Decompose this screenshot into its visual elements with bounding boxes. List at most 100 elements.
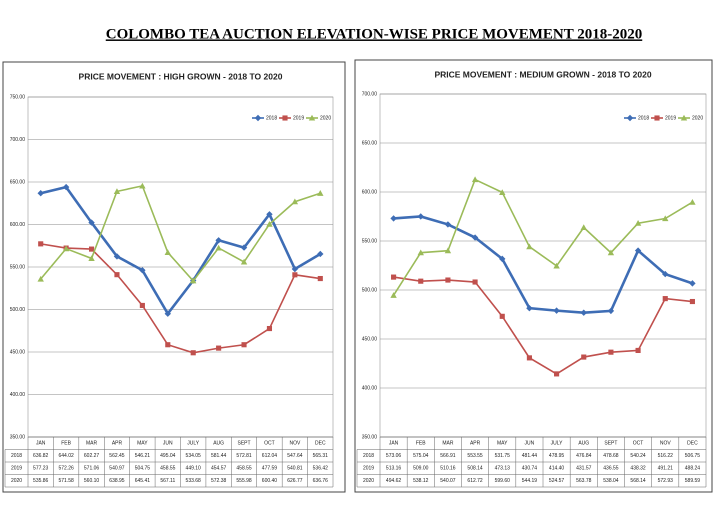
table-cell: 566.91 (440, 453, 456, 459)
table-cell: 414.40 (549, 466, 565, 472)
table-cell: 540.97 (109, 466, 125, 472)
data-point (88, 246, 95, 252)
data-point (291, 198, 299, 205)
x-tick-label: OCT (633, 441, 644, 447)
table-cell: 488.24 (685, 466, 701, 472)
x-tick-label: DEC (315, 441, 326, 447)
y-tick-label: 400.00 (10, 392, 26, 398)
table-cell: 563.78 (576, 478, 592, 484)
table-cell: 535.86 (33, 478, 49, 484)
data-point (113, 253, 121, 260)
data-point (499, 313, 505, 319)
data-point (417, 213, 424, 220)
data-point (190, 277, 197, 284)
table-cell: 481.44 (522, 453, 538, 459)
table-cell: 577.23 (33, 466, 49, 472)
x-tick-label: OCT (264, 441, 275, 447)
table-cell: 645.41 (135, 478, 151, 484)
table-cell: 572.38 (211, 478, 227, 484)
data-point (417, 249, 424, 256)
series-line (40, 184, 321, 283)
legend-marker (308, 114, 316, 121)
table-cell: 599.60 (495, 478, 511, 484)
data-point (37, 190, 44, 197)
table-cell: 477.59 (262, 466, 278, 472)
x-tick-label: MAR (86, 441, 98, 447)
page-title: COLOMBO TEA AUCTION ELEVATION-WISE PRICE… (106, 26, 642, 42)
data-point (215, 244, 222, 251)
y-tick-label: 700.00 (10, 137, 26, 143)
data-point (240, 244, 248, 251)
table-cell: 589.59 (685, 478, 701, 484)
data-point (88, 219, 95, 226)
data-point (62, 245, 70, 252)
data-point (292, 272, 298, 278)
table-cell: 436.55 (603, 466, 619, 472)
table-series-label: 2018 (363, 453, 374, 459)
x-tick-label: APR (112, 441, 123, 447)
table-cell: 544.19 (522, 478, 538, 484)
data-point (164, 310, 171, 317)
table-cell: 612.04 (262, 453, 278, 459)
series-line (40, 243, 321, 354)
table-cell: 540.07 (440, 478, 456, 484)
table-cell: 449.10 (186, 466, 202, 472)
y-tick-label: 400.00 (362, 385, 378, 391)
data-point (554, 371, 560, 377)
data-point (635, 347, 641, 354)
x-tick-label: JUN (163, 441, 173, 447)
y-tick-label: 550.00 (10, 264, 26, 270)
x-tick-label: AUG (213, 441, 224, 447)
table-cell: 602.27 (84, 453, 100, 459)
chart-title: PRICE MOVEMENT : MEDIUM GROWN - 2018 TO … (434, 69, 651, 79)
data-point (689, 280, 696, 287)
table-cell: 533.68 (186, 478, 202, 484)
table-cell: 573.06 (386, 453, 402, 459)
data-point (472, 279, 478, 285)
data-point (165, 342, 171, 348)
table-cell: 506.75 (685, 453, 701, 459)
legend-label: 2019 (293, 115, 304, 121)
table-cell: 516.22 (658, 453, 674, 459)
data-point (607, 249, 615, 256)
table-cell: 626.77 (287, 478, 303, 484)
x-tick-label: SEPT (238, 441, 251, 447)
data-point (634, 247, 642, 254)
table-cell: 568.14 (630, 478, 646, 484)
data-point (139, 182, 146, 189)
data-point (139, 302, 145, 309)
table-series-label: 2019 (363, 466, 374, 472)
x-tick-label: MAY (497, 441, 508, 447)
data-point (37, 275, 44, 282)
x-tick-label: NOV (660, 441, 672, 447)
x-tick-label: MAR (442, 441, 454, 447)
table-cell: 555.98 (236, 478, 252, 484)
x-tick-label: MAY (137, 441, 148, 447)
table-cell: 572.81 (236, 453, 252, 459)
table-cell: 531.75 (495, 453, 511, 459)
table-cell: 454.57 (211, 466, 227, 472)
data-point (580, 224, 587, 231)
x-tick-label: APR (470, 441, 481, 447)
legend-label: 2020 (320, 115, 331, 121)
data-point (499, 189, 506, 195)
data-point (607, 307, 615, 315)
data-point (580, 309, 587, 316)
x-tick-label: DEC (687, 441, 698, 447)
data-point (662, 296, 668, 302)
chart-frame (354, 59, 713, 493)
x-tick-label: JULY (551, 441, 564, 447)
table-cell: 478.68 (603, 453, 619, 459)
data-point (291, 265, 299, 273)
table-cell: 458.55 (160, 466, 176, 472)
x-tick-label: FEB (416, 441, 426, 447)
data-point (216, 345, 222, 351)
data-point (526, 355, 532, 361)
table-cell: 540.24 (630, 453, 646, 459)
x-tick-label: SEPT (604, 441, 617, 447)
table-cell: 538.04 (603, 478, 619, 484)
data-point (240, 258, 248, 265)
data-point (581, 354, 587, 360)
table-cell: 458.55 (236, 466, 252, 472)
table-cell: 575.04 (413, 453, 429, 459)
